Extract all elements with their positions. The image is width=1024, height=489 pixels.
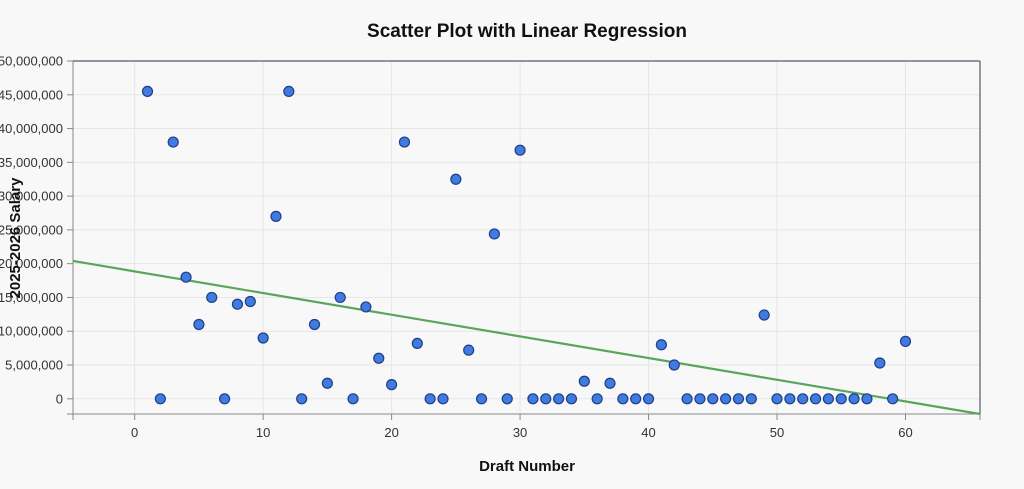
scatter-point: [861, 393, 873, 405]
scatter-point: [424, 393, 436, 405]
scatter-point: [732, 393, 745, 405]
scatter-point: [398, 136, 411, 148]
scatter-point: [604, 377, 616, 389]
scatter-point: [565, 393, 578, 405]
x-tick-label: 50: [770, 425, 784, 440]
scatter-point: [167, 136, 179, 148]
scatter-point: [578, 375, 590, 387]
scatter-point: [668, 359, 680, 371]
scatter-point: [758, 309, 770, 321]
scatter-point: [771, 393, 783, 405]
scatter-point: [270, 210, 282, 222]
scatter-point: [694, 393, 706, 405]
scatter-point: [360, 301, 372, 313]
scatter-point: [244, 295, 256, 308]
y-tick-label: 35,000,000: [0, 155, 63, 170]
scatter-point: [630, 393, 642, 405]
y-tick-label: 15,000,000: [0, 290, 63, 305]
x-tick-label: 60: [898, 425, 912, 440]
scatter-point: [745, 393, 757, 405]
scatter-point: [707, 393, 719, 405]
scatter-point: [347, 393, 359, 405]
y-tick-label: 45,000,000: [0, 87, 63, 102]
scatter-point: [141, 85, 154, 98]
scatter-point: [373, 352, 385, 364]
scatter-point: [591, 393, 603, 405]
scatter-point: [809, 393, 822, 405]
scatter-point: [784, 393, 796, 405]
chart-title: Scatter Plot with Linear Regression: [367, 21, 687, 42]
scatter-point: [527, 393, 539, 405]
y-tick-label: 40,000,000: [0, 121, 63, 136]
scatter-point: [437, 393, 449, 405]
x-axis-title: Draft Number: [479, 458, 575, 475]
scatter-point: [296, 393, 308, 405]
scatter-point: [193, 318, 205, 331]
scatter-point: [848, 393, 860, 405]
y-tick-label: 10,000,000: [0, 324, 63, 339]
grid-lines: [73, 60, 980, 414]
x-tick-label: 0: [131, 425, 138, 440]
scatter-point: [218, 393, 231, 405]
scatter-point: [514, 144, 526, 156]
scatter-point: [475, 393, 488, 405]
scatter-point: [655, 339, 667, 351]
y-tick-label: 20,000,000: [0, 256, 63, 271]
scatter-point: [797, 393, 809, 405]
data-points: [141, 85, 912, 405]
x-tick-label: 40: [641, 425, 655, 440]
y-tick-label: 5,000,000: [5, 358, 63, 373]
scatter-point: [488, 228, 500, 240]
scatter-point: [501, 393, 513, 405]
scatter-point: [283, 85, 295, 98]
y-tick-label: 50,000,000: [0, 54, 63, 69]
scatter-point: [257, 332, 269, 344]
scatter-point: [720, 393, 732, 405]
y-tick-label: 25,000,000: [0, 222, 63, 237]
scatter-point: [835, 393, 847, 405]
y-tick-label: 0: [56, 391, 63, 406]
scatter-point: [887, 393, 899, 405]
scatter-point: [617, 393, 629, 405]
scatter-point: [321, 377, 333, 389]
regression-line: [72, 259, 981, 416]
scatter-point: [206, 291, 218, 304]
scatter-point: [553, 393, 565, 405]
scatter-point: [386, 379, 398, 391]
regression-line-layer: [72, 259, 981, 416]
x-tick-label: 10: [256, 425, 270, 440]
scatter-point: [411, 337, 423, 349]
scatter-point: [822, 393, 835, 405]
scatter-point: [231, 298, 244, 310]
scatter-point: [450, 173, 462, 185]
scatter-point: [334, 291, 346, 304]
scatter-point: [154, 393, 166, 405]
scatter-point: [874, 357, 886, 369]
scatter-point: [180, 271, 192, 283]
x-tick-label: 30: [513, 425, 527, 440]
axes: 0 10 20 30 40 50 60 0 5,000,000 10,000,000 15,000,…: [0, 54, 981, 440]
scatter-point: [642, 393, 655, 405]
scatter-point: [899, 335, 912, 347]
scatter-point: [308, 318, 321, 331]
x-tick-label: 20: [384, 425, 398, 440]
scatter-point: [463, 344, 475, 356]
y-axis-title: 2025-2026 Salary: [7, 177, 24, 299]
scatter-point: [681, 393, 693, 405]
scatter-point: [540, 393, 552, 405]
y-tick-label: 30,000,000: [0, 189, 63, 204]
